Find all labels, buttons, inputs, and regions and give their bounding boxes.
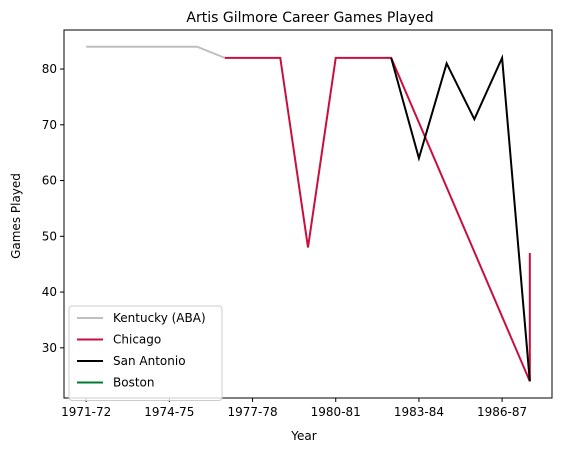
y-tick-label: 30 (42, 341, 57, 355)
y-tick-label: 70 (42, 118, 57, 132)
plot-area (63, 29, 553, 399)
x-tick-label: 1986-87 (477, 405, 527, 419)
legend-box (68, 305, 223, 401)
series-line-kentucky-aba (86, 45, 226, 59)
y-tick-label: 40 (42, 285, 57, 299)
legend: Kentucky (ABA) Chicago San Antonio Boston (68, 305, 223, 401)
legend-label-san-antonio: San Antonio (113, 354, 186, 368)
y-tick-label: 60 (42, 174, 57, 188)
y-axis-title: Games Played (9, 173, 23, 259)
series-line-chicago (224, 56, 531, 382)
legend-label-boston: Boston (113, 376, 154, 390)
x-axis-title: Year (290, 429, 316, 443)
x-tick-label: 1977-78 (227, 405, 277, 419)
y-axis: 30 40 50 60 70 80 (42, 62, 64, 355)
x-tick-label: 1974-75 (144, 405, 194, 419)
chart-title: Artis Gilmore Career Games Played (186, 10, 433, 26)
x-axis: 1971-72 1974-75 1977-78 1980-81 1983-84 1986-… (61, 398, 527, 419)
series-line-san-antonio (390, 53, 531, 382)
x-tick-label: 1971-72 (61, 405, 111, 419)
x-tick-label: 1980-81 (311, 405, 361, 419)
series-layer (86, 45, 531, 382)
x-tick-label: 1983-84 (394, 405, 444, 419)
legend-label-chicago: Chicago (113, 333, 161, 347)
y-tick-label: 80 (42, 62, 57, 76)
y-tick-label: 50 (42, 229, 57, 243)
legend-label-kentucky-aba: Kentucky (ABA) (113, 311, 206, 325)
